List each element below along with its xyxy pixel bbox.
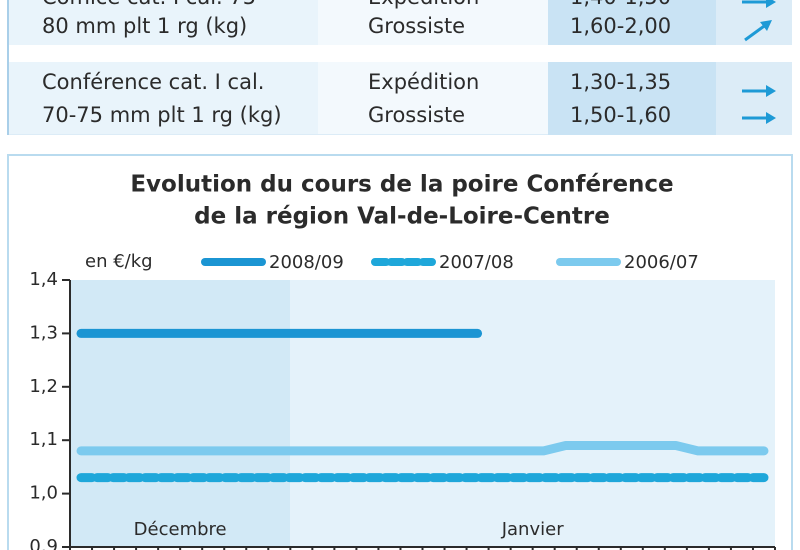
arrow-head — [766, 0, 776, 8]
period-band — [70, 280, 291, 547]
arrow-head — [760, 20, 772, 31]
price: 1,60-2,00 — [570, 14, 671, 38]
legend-label: 2008/09 — [269, 252, 344, 273]
stage: Expédition — [368, 70, 479, 94]
plot: Décembre Janvier 0,9 1,0 1,1 1,2 1,3 1,4 2008/09… — [29, 252, 776, 550]
price: 1,30-1,35 — [570, 70, 671, 94]
arrow — [744, 22, 768, 42]
product: 70-75 mm plt 1 rg (kg) — [42, 103, 282, 127]
product: Conférence cat. I cal. — [42, 70, 264, 94]
y-tick-label: 1,0 — [29, 483, 58, 504]
stage: Grossiste — [368, 103, 465, 127]
table-cell — [318, 62, 548, 134]
period-label: Janvier — [501, 519, 564, 540]
y-tick-label: 1,1 — [29, 429, 58, 450]
table-cell — [8, 0, 318, 45]
row-gap — [8, 45, 792, 62]
price: 1,40-1,50 — [570, 0, 671, 9]
chart-title: de la région Val-de-Loire-Centre — [194, 204, 610, 230]
chart-title: Evolution du cours de la poire Conférenc… — [130, 172, 673, 198]
legend-label: 2006/07 — [624, 252, 699, 273]
price-column — [548, 0, 716, 135]
y-axis-label: en €/kg — [85, 251, 153, 272]
table-cell — [8, 62, 318, 134]
y-tick-label: 1,3 — [29, 322, 58, 343]
y-tick-label: 1,2 — [29, 376, 58, 397]
arrow-head — [766, 85, 776, 97]
series-line — [76, 441, 769, 456]
product: Comice cat. I cal. 75- — [42, 0, 264, 9]
table-cell — [318, 0, 548, 45]
legend-label: 2007/08 — [439, 252, 514, 273]
period-label: Décembre — [134, 519, 227, 540]
stage: Grossiste — [368, 14, 465, 38]
y-tick-label: 1,4 — [29, 269, 58, 290]
period-band — [290, 280, 775, 547]
product: 80 mm plt 1 rg (kg) — [42, 14, 247, 38]
y-tick-label: 0,9 — [29, 536, 58, 550]
arrow-head — [766, 112, 776, 124]
price: 1,50-1,60 — [570, 103, 671, 127]
trend-arrows — [742, 0, 776, 124]
stage: Expédition — [368, 0, 479, 9]
